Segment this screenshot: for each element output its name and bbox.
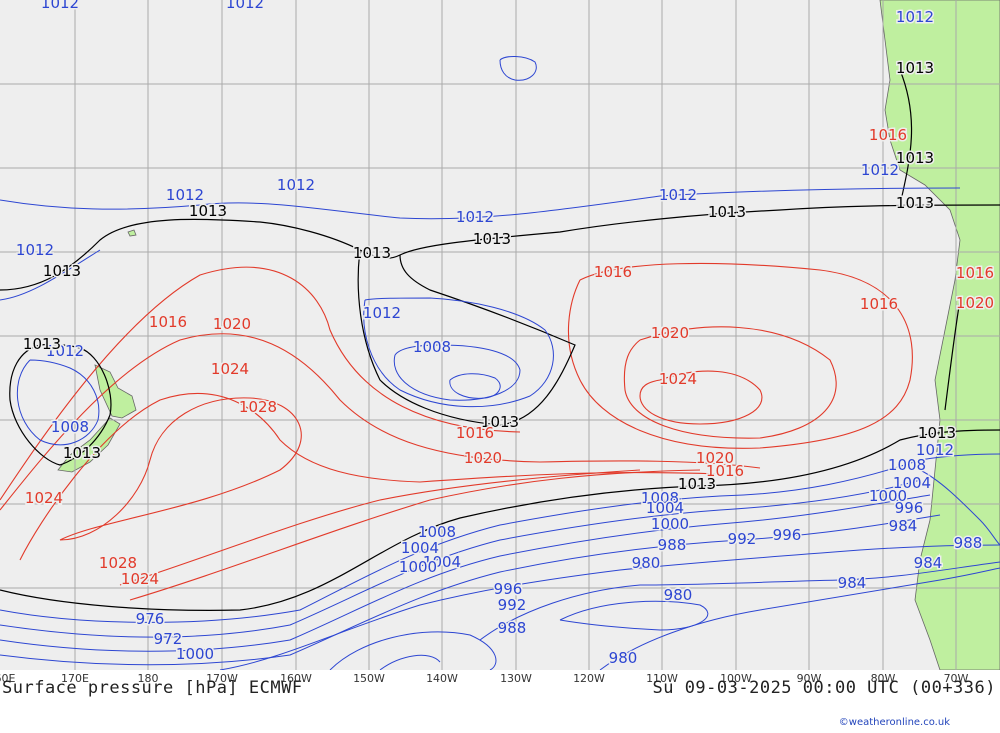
low-isobar-label: 980	[632, 554, 661, 572]
mean-isobar-label: 1013	[63, 444, 101, 462]
low-isobar-label: 1004	[423, 553, 461, 571]
low-isobar-label: 1012	[166, 186, 204, 204]
low-isobar-label: 1008	[641, 489, 679, 507]
mean-isobar-label: 1013	[918, 424, 956, 442]
low-isobar-label: 1004	[646, 499, 684, 517]
high-isobar-label: 1024	[121, 570, 159, 588]
longitude-label: 180	[137, 672, 159, 685]
low-isobar-label: 1000	[651, 515, 689, 533]
high-isobar-label: 1016	[869, 126, 907, 144]
low-isobar-label: 980	[609, 649, 638, 667]
new-zealand-north-island	[94, 364, 137, 419]
low-isobar-label: 1000	[176, 645, 214, 663]
low-isobar-label: 1004	[401, 539, 439, 557]
low-isobar-label: 1012	[226, 0, 264, 12]
mean-isobar-label: 1013	[473, 230, 511, 248]
land-layer	[57, 0, 1000, 670]
mean-isobar-label: 1013	[708, 203, 746, 221]
map-canvas: 1012 1012 1012 1012 1012 1012 1012 1012 1012 1012…	[0, 0, 1000, 670]
pressure-map: 1012 1012 1012 1012 1012 1012 1012 1012 1012 1012…	[0, 0, 1000, 670]
chatham-island	[127, 229, 137, 237]
forecast-time: Su 09-03-2025 00:00 UTC (00+336)	[652, 678, 996, 698]
longitude-label: 60E	[0, 672, 16, 685]
low-pressure-isobars	[0, 56, 1000, 670]
low-isobar-label: 1012	[16, 241, 54, 259]
high-isobar-label: 1024	[659, 370, 697, 388]
high-isobar-label: 1016	[456, 424, 494, 442]
longitude-label: 110W	[646, 672, 678, 685]
footer-bar	[0, 670, 1000, 733]
low-isobar-label: 984	[889, 517, 918, 535]
low-isobar-label: 988	[954, 534, 983, 552]
low-isobar-label: 1012	[41, 0, 79, 12]
high-isobar-label: 1020	[213, 315, 251, 333]
longitude-label: 100W	[720, 672, 752, 685]
mean-isobar-label: 1013	[896, 59, 934, 77]
high-isobar-label: 1016	[860, 295, 898, 313]
high-isobar-label: 1028	[99, 554, 137, 572]
longitude-label: 80W	[870, 672, 896, 685]
high-pressure-isobars	[0, 262, 913, 601]
low-isobar-label: 988	[658, 536, 687, 554]
low-isobar-label: 1008	[51, 418, 89, 436]
longitude-label: 150W	[353, 672, 385, 685]
high-isobar-label: 1016	[706, 462, 744, 480]
longitude-label: 170E	[61, 672, 89, 685]
high-isobar-label: 1020	[956, 294, 994, 312]
low-isobar-label: 1008	[418, 523, 456, 541]
low-isobar-label: 1000	[399, 558, 437, 576]
mean-isobar-label: 1013	[353, 244, 391, 262]
longitude-label: 120W	[573, 672, 605, 685]
low-isobar-label: 1012	[659, 186, 697, 204]
longitude-label: 90W	[796, 672, 822, 685]
high-isobar-label: 1024	[25, 489, 63, 507]
low-isobar-label: 996	[494, 580, 523, 598]
high-isobar-label: 1016	[149, 313, 187, 331]
high-isobar-label: 1020	[464, 449, 502, 467]
mean-isobar-label: 1013	[896, 149, 934, 167]
mean-isobar-label: 1013	[481, 413, 519, 431]
mean-isobar-label: 1013	[23, 335, 61, 353]
longitude-label: 140W	[426, 672, 458, 685]
low-isobar-label: 980	[664, 586, 693, 604]
low-isobar-label: 992	[728, 530, 757, 548]
map-title: Surface pressure [hPa] ECMWF	[2, 678, 303, 698]
low-isobar-label: 976	[136, 610, 165, 628]
low-isobar-label: 1008	[888, 456, 926, 474]
low-isobar-label: 1012	[46, 342, 84, 360]
low-isobar-label: 988	[498, 619, 527, 637]
mean-isobar-label: 1013	[189, 202, 227, 220]
high-isobar-label: 1028	[239, 398, 277, 416]
low-isobar-label: 984	[838, 574, 867, 592]
credit-link[interactable]: ©weatheronline.co.uk	[838, 717, 950, 728]
longitude-label: 170W	[206, 672, 238, 685]
low-isobar-label: 972	[154, 630, 183, 648]
mean-isobar-label: 1013	[896, 194, 934, 212]
longitude-label: 130W	[500, 672, 532, 685]
low-isobar-label: 1012	[861, 161, 899, 179]
low-isobar-label: 1012	[456, 208, 494, 226]
contour-labels: 1012 1012 1012 1012 1012 1012 1012 1012 1012 1012…	[14, 0, 995, 669]
low-isobar-label: 996	[895, 499, 924, 517]
low-isobar-label: 1000	[869, 487, 907, 505]
low-isobar-label: 1012	[363, 304, 401, 322]
mean-isobar-1013	[0, 69, 1000, 611]
high-isobar-label: 1016	[956, 264, 994, 282]
mean-isobar-label: 1013	[678, 475, 716, 493]
longitude-label: 160W	[280, 672, 312, 685]
low-isobar-label: 1012	[896, 8, 934, 26]
high-isobar-label: 1016	[594, 263, 632, 281]
low-isobar-label: 1012	[277, 176, 315, 194]
low-isobar-label: 1004	[893, 474, 931, 492]
high-isobar-label: 1020	[651, 324, 689, 342]
low-isobar-label: 1012	[916, 441, 954, 459]
longitude-label: 70W	[943, 672, 969, 685]
high-isobar-label: 1024	[211, 360, 249, 378]
low-isobar-label: 984	[914, 554, 943, 572]
low-isobar-label: 996	[773, 526, 802, 544]
low-isobar-label: 1008	[413, 338, 451, 356]
high-isobar-label: 1020	[696, 449, 734, 467]
mean-isobar-label: 1013	[43, 262, 81, 280]
low-isobar-label: 992	[498, 596, 527, 614]
